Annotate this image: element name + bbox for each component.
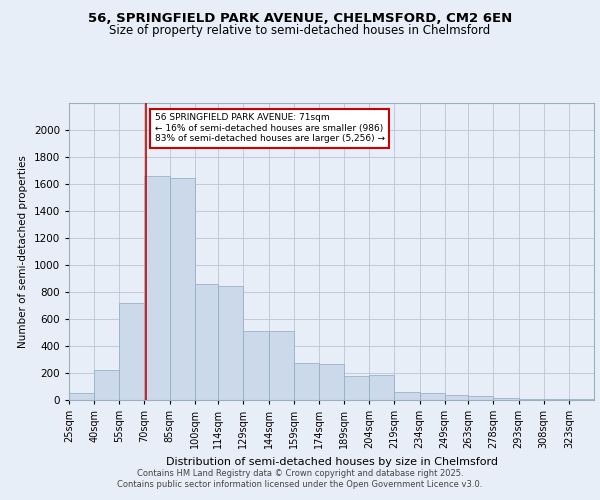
Bar bbox=[394, 392, 419, 400]
Text: Contains public sector information licensed under the Open Government Licence v3: Contains public sector information licen… bbox=[118, 480, 482, 489]
Bar bbox=[145, 176, 170, 400]
Bar bbox=[544, 399, 569, 400]
Bar bbox=[344, 376, 369, 400]
Bar bbox=[195, 284, 218, 400]
Bar bbox=[518, 398, 544, 400]
Bar bbox=[294, 363, 319, 400]
X-axis label: Distribution of semi-detached houses by size in Chelmsford: Distribution of semi-detached houses by … bbox=[166, 456, 497, 466]
Bar bbox=[493, 398, 518, 400]
Bar bbox=[69, 393, 94, 400]
Bar bbox=[218, 286, 244, 400]
Text: 56 SPRINGFIELD PARK AVENUE: 71sqm
← 16% of semi-detached houses are smaller (986: 56 SPRINGFIELD PARK AVENUE: 71sqm ← 16% … bbox=[155, 114, 385, 143]
Bar bbox=[445, 394, 468, 400]
Text: Size of property relative to semi-detached houses in Chelmsford: Size of property relative to semi-detach… bbox=[109, 24, 491, 37]
Bar bbox=[468, 396, 493, 400]
Y-axis label: Number of semi-detached properties: Number of semi-detached properties bbox=[18, 155, 28, 348]
Bar bbox=[244, 331, 269, 400]
Bar bbox=[369, 375, 394, 400]
Bar bbox=[419, 392, 445, 400]
Bar bbox=[269, 331, 294, 400]
Text: Contains HM Land Registry data © Crown copyright and database right 2025.: Contains HM Land Registry data © Crown c… bbox=[137, 468, 463, 477]
Bar bbox=[94, 370, 119, 400]
Text: 56, SPRINGFIELD PARK AVENUE, CHELMSFORD, CM2 6EN: 56, SPRINGFIELD PARK AVENUE, CHELMSFORD,… bbox=[88, 12, 512, 26]
Bar bbox=[170, 178, 195, 400]
Bar bbox=[119, 302, 145, 400]
Bar bbox=[319, 364, 344, 400]
